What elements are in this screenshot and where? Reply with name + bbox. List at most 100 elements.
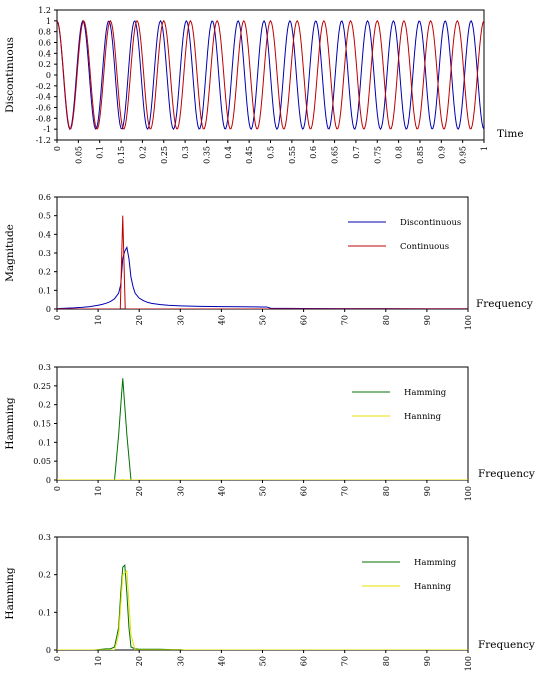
x-tick-label: 90	[423, 315, 432, 325]
y-tick-label: 0.2	[38, 571, 51, 580]
x-tick-label: 90	[423, 656, 432, 666]
x-tick-label: 0.15	[117, 146, 126, 164]
x-tick-label: 40	[217, 486, 226, 496]
y-tick-label: 0.6	[38, 39, 51, 48]
legend-label: Discontinuous	[400, 218, 461, 228]
y-tick-label: 0.4	[38, 49, 51, 58]
y-axis-label: Hamming	[4, 567, 16, 619]
y-tick-label: 0.05	[33, 457, 51, 466]
x-tick-label: 50	[259, 486, 268, 496]
series-line-discontinuous	[57, 245, 468, 309]
y-tick-label: 0.2	[38, 401, 51, 410]
y-tick-label: 0.8	[38, 28, 51, 37]
legend-label: Hamming	[404, 388, 447, 398]
x-tick-label: 0	[53, 656, 62, 661]
y-axis-label: Hamming	[4, 397, 16, 449]
x-tick-label: 100	[464, 315, 473, 330]
y-axis-label: Magnitude	[4, 224, 16, 282]
y-tick-label: -0.6	[36, 104, 51, 113]
x-axis-label: Frequency	[478, 468, 535, 480]
series-line-signal-1	[57, 19, 484, 130]
series-line-signal-0	[57, 19, 484, 131]
x-tick-label: 70	[341, 656, 350, 666]
x-tick-label: 80	[382, 656, 391, 666]
y-tick-label: 0.2	[38, 60, 51, 69]
chart-magnitude-spectrum: 0.6 0.5 0.4 0.3 0.2 0.1 00 10 20 30 40 50 60 70 80 90 10…	[4, 193, 533, 330]
y-axis-label: Discontinuous	[4, 37, 16, 113]
x-tick-label: 0.25	[160, 146, 169, 164]
y-tick-label: 0.25	[33, 382, 51, 391]
x-tick-label: 1	[480, 146, 489, 151]
x-tick-label: 80	[382, 315, 391, 325]
y-tick-label: 1	[46, 17, 51, 26]
x-tick-label: 30	[176, 486, 185, 496]
y-tick-label: -0.2	[36, 82, 51, 91]
y-tick-label: 0.3	[38, 533, 51, 542]
y-tick-label: 0.4	[38, 230, 51, 239]
legend-label: Hanning	[404, 412, 442, 422]
series-line-hanning	[57, 569, 468, 650]
plot-frame	[56, 366, 469, 481]
y-tick-label: 0	[46, 476, 51, 485]
x-tick-label: 0.5	[267, 146, 276, 159]
y-tick-label: 0.1	[38, 438, 51, 447]
series-line-continuous	[57, 215, 468, 309]
x-tick-label: 10	[94, 656, 103, 666]
x-tick-label: 0.75	[373, 146, 382, 164]
x-tick-label: 100	[464, 486, 473, 501]
x-tick-label: 0.95	[459, 146, 468, 164]
x-tick-label: 0	[53, 315, 62, 320]
x-tick-label: 60	[300, 486, 309, 496]
x-axis-label: Frequency	[476, 298, 533, 310]
x-tick-label: 10	[94, 315, 103, 325]
x-tick-label: 0.2	[138, 146, 147, 159]
y-tick-label: 0.3	[38, 249, 51, 258]
x-tick-label: 80	[382, 486, 391, 496]
x-tick-label: 0.3	[181, 146, 190, 159]
x-tick-label: 10	[94, 486, 103, 496]
legend-label: Continuous	[400, 242, 449, 252]
y-tick-label: 0.6	[38, 193, 51, 202]
x-tick-label: 20	[135, 656, 144, 666]
x-tick-label: 60	[300, 656, 309, 666]
y-tick-label: 0.1	[38, 608, 51, 617]
x-tick-label: 0.85	[416, 146, 425, 164]
chart-hamming-hanning-spectrum: 0.3 0.2 0.1 00 10 20 30 40 50 60 70 80 90 100 Frequenc…	[4, 533, 535, 671]
y-tick-label: -0.8	[36, 114, 51, 123]
chart-time-domain: 1.210.80.60.40.20-0.2-0.4-0.6-0.8-1-1.20…	[4, 6, 524, 164]
x-tick-label: 100	[464, 656, 473, 671]
x-tick-label: 0.35	[202, 146, 211, 164]
y-tick-label: 0.3	[38, 363, 51, 372]
x-tick-label: 60	[300, 315, 309, 325]
y-tick-label: 0	[46, 71, 51, 80]
y-tick-label: 0.15	[33, 420, 51, 429]
x-tick-label: 0	[53, 146, 62, 151]
y-tick-label: -1	[43, 125, 51, 134]
x-tick-label: 50	[259, 315, 268, 325]
x-axis-label: Time	[497, 128, 524, 140]
x-tick-label: 20	[135, 486, 144, 496]
x-tick-label: 0.6	[309, 146, 318, 159]
y-tick-label: 0.1	[38, 286, 51, 295]
x-tick-label: 0.45	[245, 146, 254, 164]
x-tick-label: 0	[53, 486, 62, 491]
y-tick-label: -0.4	[36, 93, 51, 102]
x-tick-label: 40	[217, 315, 226, 325]
y-tick-label: -1.2	[36, 136, 51, 145]
x-axis-label: Frequency	[478, 639, 535, 651]
x-tick-label: 50	[259, 656, 268, 666]
y-tick-label: 1.2	[38, 6, 51, 15]
x-tick-label: 0.55	[288, 146, 297, 164]
x-tick-label: 0.1	[96, 146, 105, 159]
x-tick-label: 30	[176, 656, 185, 666]
x-tick-label: 30	[176, 315, 185, 325]
y-tick-label: 0	[46, 305, 51, 314]
y-tick-label: 0	[46, 646, 51, 655]
x-tick-label: 40	[217, 656, 226, 666]
series-line-hamming	[57, 378, 468, 480]
x-tick-label: 0.65	[331, 146, 340, 164]
series-line-hamming	[57, 564, 468, 650]
legend-label: Hanning	[414, 582, 452, 592]
x-tick-label: 0.8	[395, 146, 404, 159]
